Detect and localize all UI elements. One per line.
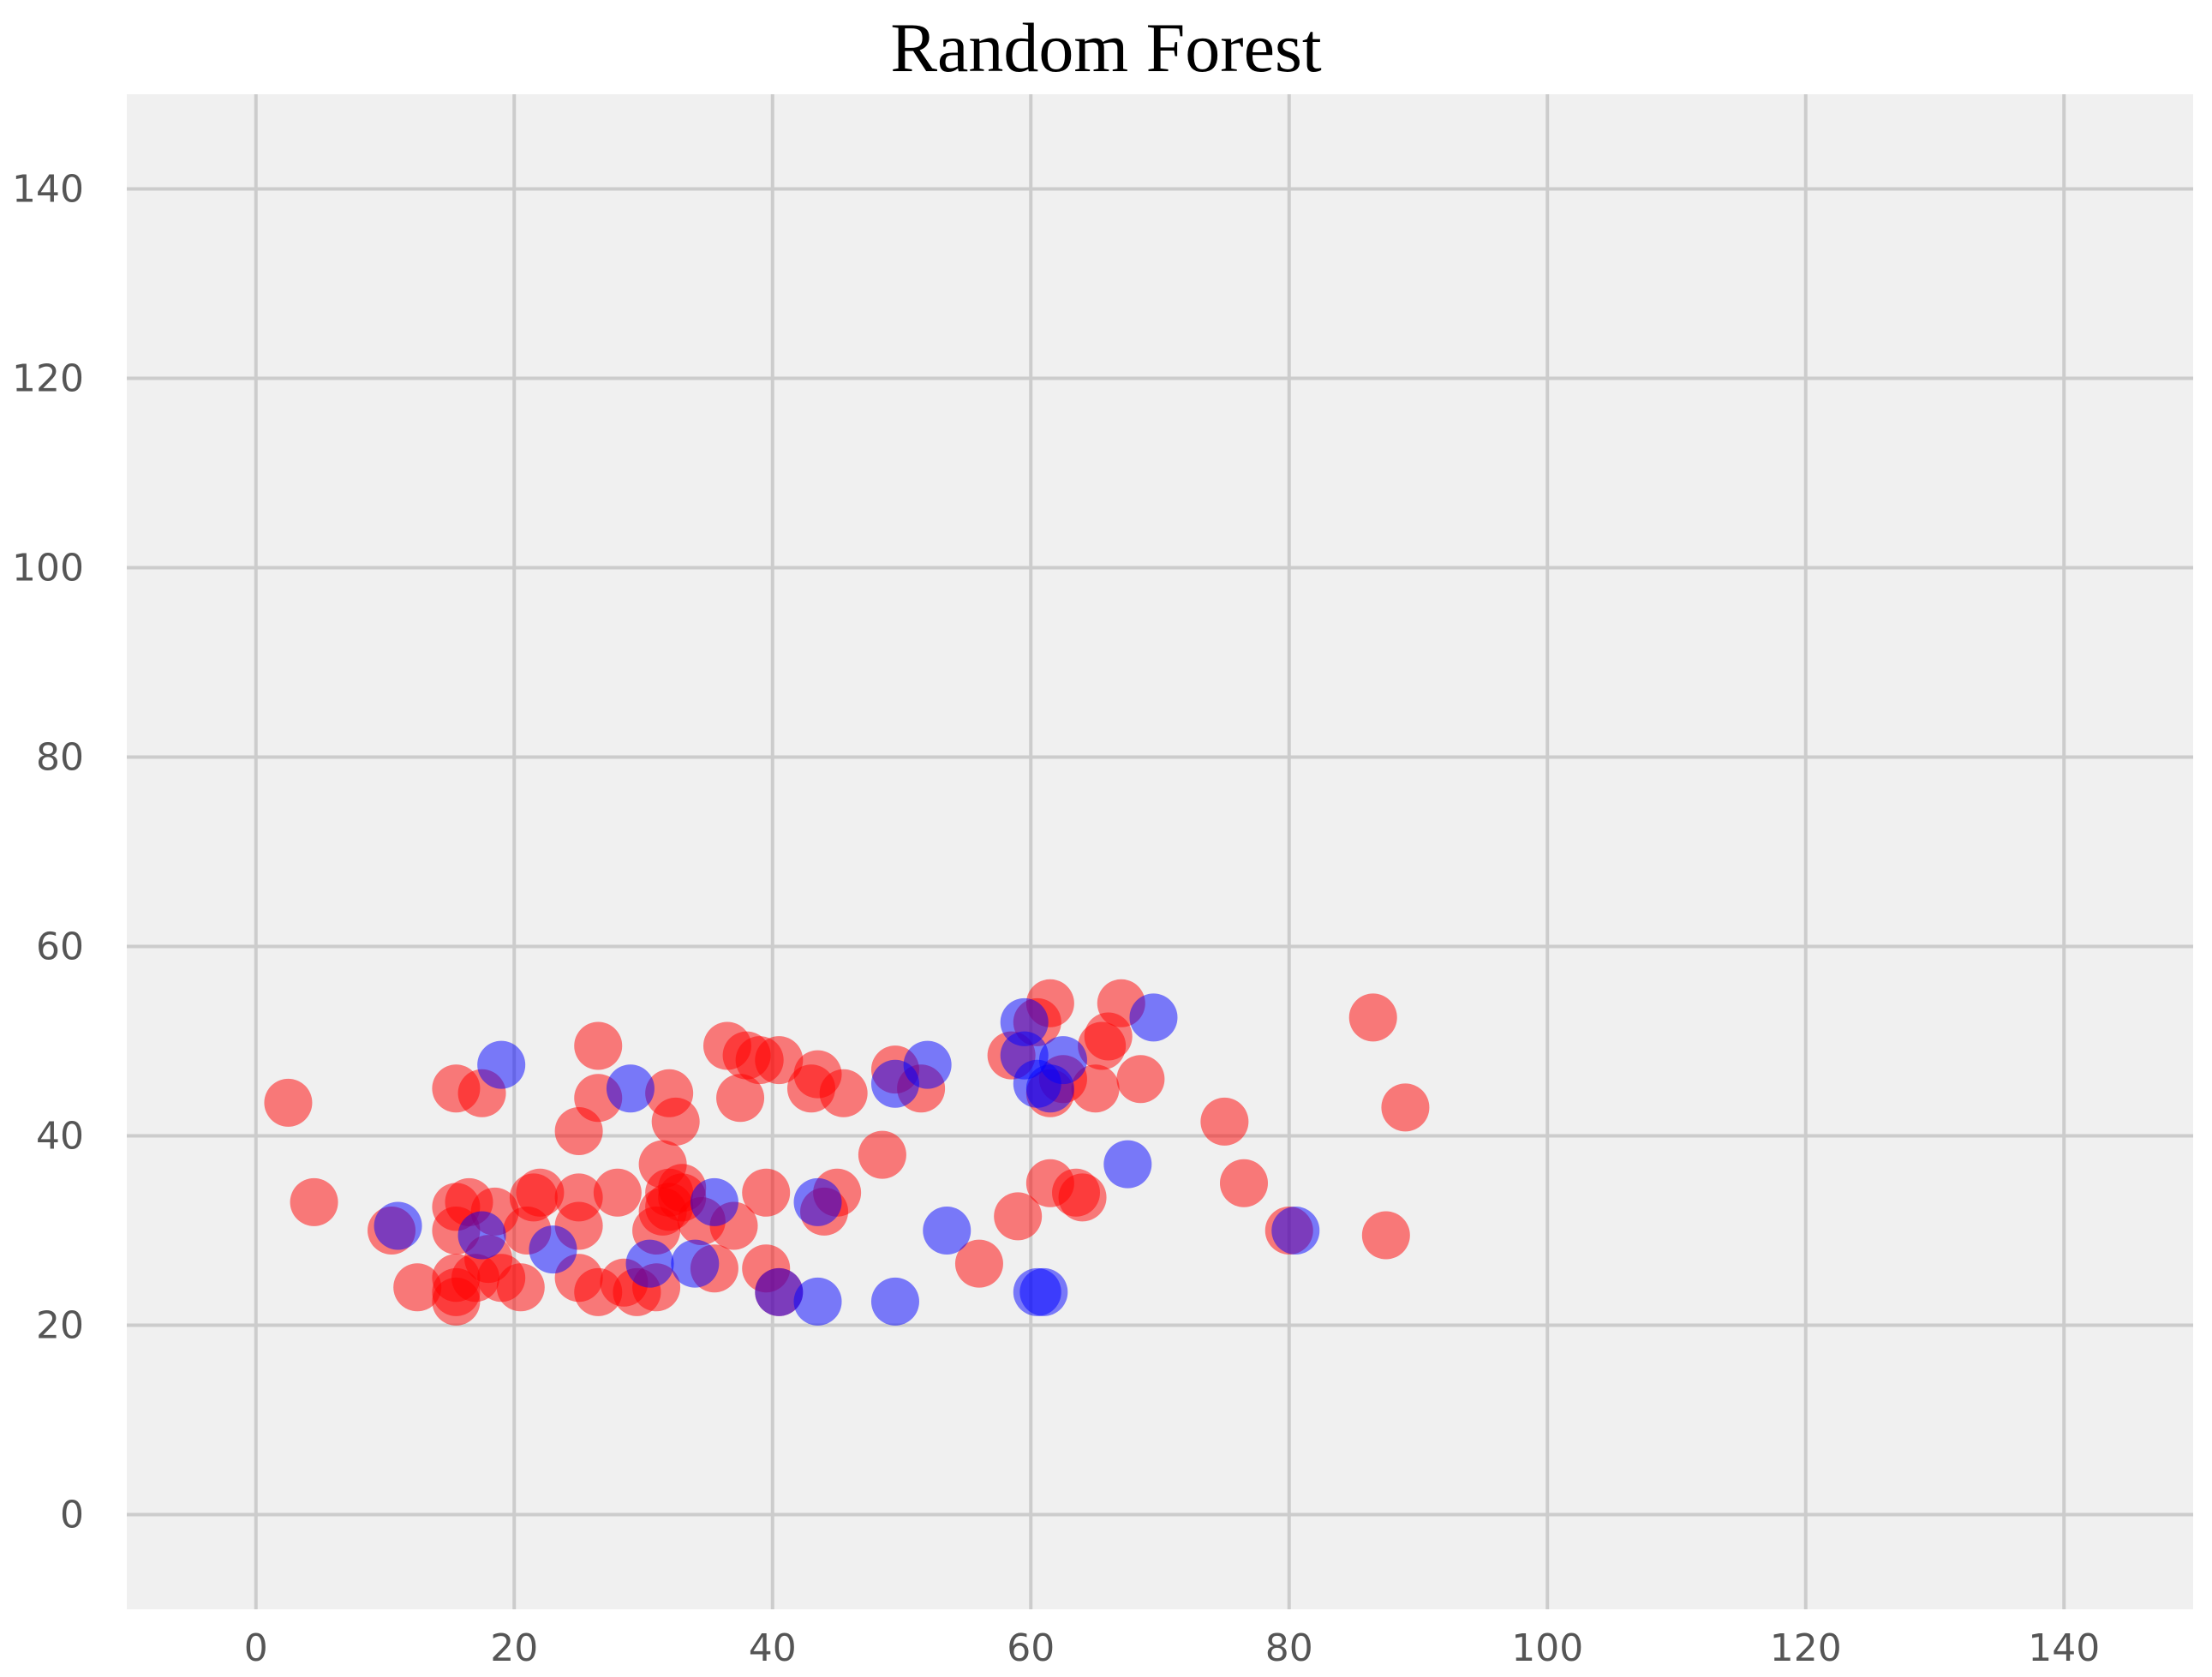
scatter-point	[870, 1277, 919, 1326]
scatter-point	[690, 1177, 738, 1226]
scatter-point	[954, 1239, 1003, 1288]
scatter-point	[994, 1192, 1043, 1241]
y-tick-label: 20	[36, 1304, 84, 1348]
scatter-point	[290, 1177, 338, 1226]
scatter-point	[716, 1074, 765, 1123]
scatter-point	[574, 1021, 623, 1070]
scatter-point	[625, 1239, 674, 1288]
scatter-point	[496, 1263, 545, 1312]
scatter-point	[1103, 1140, 1152, 1189]
scatter-point	[903, 1040, 952, 1089]
scatter-series	[374, 993, 1320, 1326]
scatter-point	[793, 1177, 842, 1226]
plot-area	[127, 94, 2193, 1609]
x-tick-label: 20	[490, 1626, 538, 1670]
scatter-point	[1219, 1159, 1268, 1207]
scatter-point	[1000, 997, 1049, 1046]
scatter-point	[651, 1097, 700, 1146]
x-tick-label: 0	[244, 1626, 268, 1670]
scatter-point	[1129, 993, 1178, 1042]
x-tick-label: 60	[1007, 1626, 1055, 1670]
scatter-point	[671, 1239, 720, 1288]
scatter-point	[1381, 1083, 1430, 1132]
y-tick-label: 140	[12, 168, 84, 212]
y-tick-label: 60	[36, 925, 84, 969]
scatter-point	[858, 1130, 906, 1179]
scatter-point	[606, 1064, 655, 1113]
x-tick-label: 100	[1511, 1626, 1583, 1670]
scatter-point	[793, 1277, 842, 1326]
scatter-point	[374, 1201, 422, 1250]
scatter-point	[1200, 1097, 1249, 1146]
scatter-point	[755, 1267, 804, 1316]
y-tick-label: 80	[36, 736, 84, 780]
scatter-point	[593, 1168, 642, 1217]
scatter-point	[1271, 1207, 1320, 1255]
scatter-point	[516, 1168, 565, 1217]
scatter-point	[755, 1036, 804, 1085]
scatter-point	[1071, 1064, 1120, 1113]
scatter-point	[1116, 1055, 1165, 1104]
scatter-point	[264, 1078, 313, 1127]
y-tick-label: 0	[60, 1494, 84, 1537]
scatter-point	[742, 1168, 791, 1217]
y-tick-label: 120	[12, 357, 84, 401]
scatter-point	[1058, 1173, 1107, 1222]
scatter-point	[529, 1225, 577, 1274]
scatter-point	[923, 1207, 971, 1255]
x-tick-label: 80	[1265, 1626, 1313, 1670]
x-tick-label: 40	[749, 1626, 797, 1670]
x-tick-label: 140	[2028, 1626, 2100, 1670]
scatter-point	[457, 1211, 506, 1260]
x-tick-label: 120	[1770, 1626, 1842, 1670]
y-tick-label: 40	[36, 1115, 84, 1159]
scatter-point	[819, 1069, 868, 1117]
chart-title: Random Forest	[890, 9, 1322, 87]
scatter-point	[1019, 1267, 1068, 1316]
scatter-point	[1348, 993, 1397, 1042]
scatter-point	[1361, 1211, 1410, 1260]
scatter-point	[393, 1263, 442, 1312]
scatter-point	[1038, 1036, 1087, 1085]
scatter-point	[477, 1040, 526, 1089]
y-tick-label: 100	[12, 547, 84, 590]
